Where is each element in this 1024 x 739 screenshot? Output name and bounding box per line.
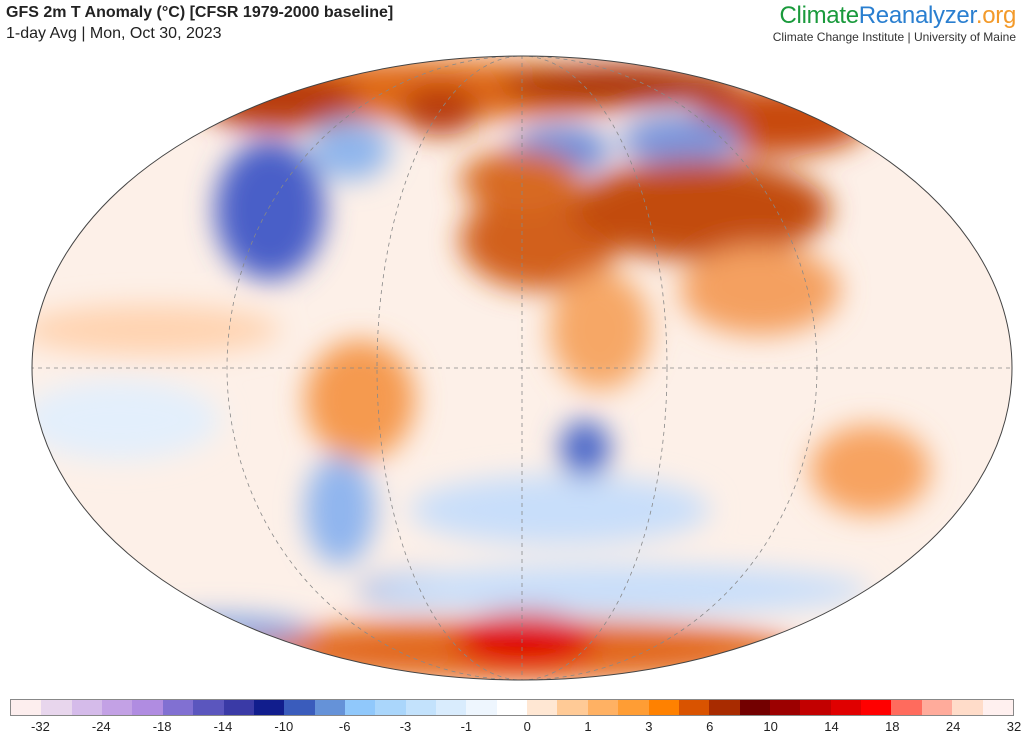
colorbar-tick-label: 18 xyxy=(885,719,900,734)
colorbar-tick-label: -32 xyxy=(31,719,50,734)
colorbar-tick-label: 0 xyxy=(523,719,531,734)
colorbar-tick-label: -18 xyxy=(152,719,172,734)
colorbar-swatch xyxy=(102,700,133,715)
colorbar-swatch xyxy=(436,700,467,715)
logo-climate: Climate xyxy=(779,2,860,29)
colorbar-swatch xyxy=(405,700,437,715)
colorbar-swatch xyxy=(891,700,922,715)
climate-reanalyzer-logo[interactable]: ClimateReanalyzer.org Climate Change Ins… xyxy=(772,2,1017,44)
graticule xyxy=(32,56,1012,680)
colorbar-tick-label: -24 xyxy=(91,719,111,734)
colorbar-swatch xyxy=(132,700,163,715)
colorbar-swatch xyxy=(466,700,497,715)
colorbar xyxy=(10,699,1014,716)
colorbar-swatch xyxy=(557,700,588,715)
colorbar-swatch xyxy=(314,700,345,715)
colorbar-swatch xyxy=(648,700,679,715)
colorbar-tick-label: -3 xyxy=(399,719,412,734)
colorbar-swatch xyxy=(830,700,862,715)
colorbar-swatch xyxy=(71,700,103,715)
logo-tagline: Climate Change Institute | University of… xyxy=(772,30,1016,44)
colorbar-tick-label: -10 xyxy=(274,719,294,734)
colorbar-swatch xyxy=(982,700,1013,715)
colorbar-swatch xyxy=(253,700,285,715)
colorbar-swatch xyxy=(41,700,72,715)
colorbar-swatch xyxy=(375,700,406,715)
colorbar-swatch xyxy=(527,700,558,715)
colorbar-swatch xyxy=(11,700,42,715)
map-subtitle: 1-day Avg | Mon, Oct 30, 2023 xyxy=(6,25,222,42)
colorbar-tick-label: 24 xyxy=(945,719,961,734)
colorbar-swatch xyxy=(952,700,983,715)
colorbar-swatch xyxy=(769,700,801,715)
colorbar-tick-label: 10 xyxy=(763,719,778,734)
colorbar-tick-label: -1 xyxy=(460,719,473,734)
colorbar-swatch xyxy=(193,700,224,715)
colorbar-swatch xyxy=(344,700,376,715)
colorbar-tick-label: 3 xyxy=(645,719,653,734)
colorbar-tick-label: 1 xyxy=(584,719,592,734)
colorbar-swatch xyxy=(921,700,953,715)
colorbar-swatch xyxy=(709,700,740,715)
colorbar-tick-label: -14 xyxy=(213,719,233,734)
colorbar-swatch xyxy=(587,700,619,715)
colorbar-tick-label: -6 xyxy=(338,719,351,734)
colorbar-tick-label: 32 xyxy=(1006,719,1022,734)
colorbar-swatch xyxy=(284,700,315,715)
temperature-anomaly-map xyxy=(31,55,1013,681)
colorbar-swatch xyxy=(496,700,528,715)
colorbar-swatch xyxy=(861,700,892,715)
map-title: GFS 2m T Anomaly (°C) [CFSR 1979-2000 ba… xyxy=(6,4,394,21)
colorbar-swatch xyxy=(800,700,831,715)
colorbar-swatch xyxy=(678,700,710,715)
logo-reanalyzer: Reanalyzer xyxy=(858,2,976,29)
colorbar-tick-label: 6 xyxy=(706,719,714,734)
colorbar-swatch xyxy=(162,700,194,715)
colorbar-tick-label: 14 xyxy=(824,719,839,734)
colorbar-swatch xyxy=(223,700,254,715)
anomaly-field xyxy=(32,56,1012,680)
colorbar-swatch xyxy=(739,700,770,715)
logo-org: .org xyxy=(975,2,1016,29)
map-border xyxy=(31,55,1013,681)
colorbar-swatch xyxy=(618,700,649,715)
